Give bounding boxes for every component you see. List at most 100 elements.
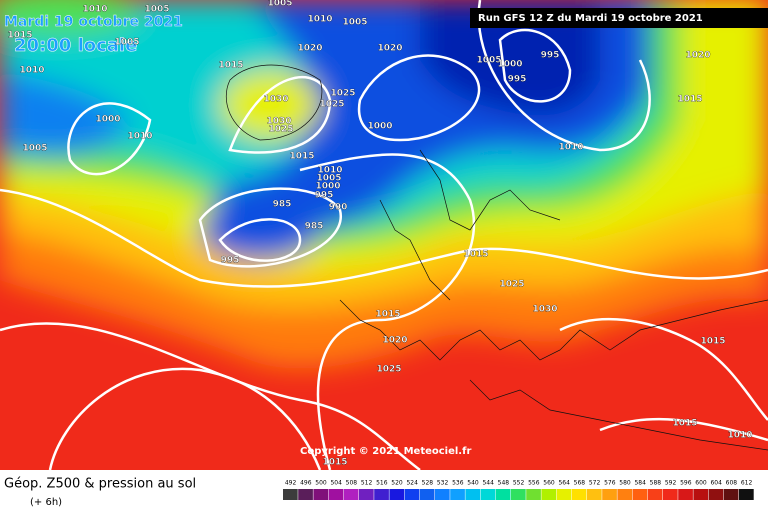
isobar-label: 1010	[19, 66, 44, 76]
isobar-label: 1005	[144, 5, 169, 15]
isobar-label: 985	[305, 222, 324, 232]
scale-swatch	[298, 489, 313, 500]
isobar-label: 1000	[367, 122, 392, 132]
scale-label: 604	[710, 480, 722, 487]
scale-label: 508	[346, 480, 358, 487]
isobar-label: 1005	[22, 144, 47, 154]
scale-label: 552	[513, 480, 525, 487]
scale-swatch	[587, 489, 602, 500]
scale-label: 500	[315, 480, 327, 487]
scale-swatch	[526, 489, 541, 500]
isobar-label: 1010	[127, 132, 152, 142]
scale-label: 536	[452, 480, 464, 487]
isobar-label: 1000	[497, 60, 522, 70]
scale-label: 496	[300, 480, 312, 487]
isobar-label: 1005	[114, 38, 139, 48]
color-scale: 492 496 500 504 508 512 516 520 524 528 532 536 540 5…	[283, 480, 754, 500]
isobar-label: 1020	[297, 44, 322, 54]
isobar-label: 1020	[685, 51, 710, 61]
isobar-label: 1015	[700, 337, 725, 347]
scale-label: 584	[634, 480, 646, 487]
isobar-label: 1015	[218, 61, 243, 71]
isobar-label: 990	[329, 203, 348, 213]
scale-swatch	[556, 489, 572, 500]
isobar-label: 1000	[95, 115, 120, 125]
scale-label: 592	[665, 480, 677, 487]
isobar-label: 995	[541, 51, 560, 61]
scale-swatch	[328, 489, 344, 500]
isobar-label: 1025	[268, 125, 293, 135]
scale-swatch	[389, 489, 405, 500]
scale-swatch	[283, 489, 298, 500]
isobars	[0, 0, 768, 470]
isobar-label: 1010	[307, 15, 332, 25]
scale-swatch	[708, 489, 724, 500]
isobar-label: 1015	[322, 458, 347, 468]
isobar-label: 1005	[316, 174, 341, 184]
isobar-label: 1015	[289, 152, 314, 162]
isobar-label: 1015	[677, 95, 702, 105]
scale-swatch	[419, 489, 435, 500]
coastlines	[226, 64, 768, 451]
time-text: 20:00 locale	[14, 35, 137, 56]
legend-subtitle: (+ 6h)	[30, 497, 62, 508]
scale-label: 492	[285, 480, 297, 487]
scale-label: 548	[498, 480, 510, 487]
isobar-label: 1030	[266, 117, 291, 127]
isobar-label: 1010	[82, 5, 107, 15]
isobar-label: 1025	[376, 365, 401, 375]
scale-label: 504	[330, 480, 342, 487]
date-text: Mardi 19 octobre 2021	[4, 14, 183, 30]
isobar-label: 1010	[727, 431, 752, 441]
scale-swatch	[359, 489, 374, 500]
scale-swatch	[495, 489, 511, 500]
isobar-label: 1025	[319, 100, 344, 110]
isobar-label: 995	[315, 191, 334, 201]
scale-swatch	[739, 489, 754, 500]
scale-swatch	[647, 489, 663, 500]
scale-swatch	[374, 489, 389, 500]
run-banner	[470, 8, 768, 28]
isobar-label: 1020	[382, 336, 407, 346]
scale-label: 516	[376, 480, 388, 487]
scale-swatch	[435, 489, 450, 500]
isobar-label: 985	[273, 200, 292, 210]
isobar-label: 1015	[7, 31, 32, 41]
scale-swatch	[450, 489, 465, 500]
scale-swatch	[313, 489, 329, 500]
isobar-label: 1005	[342, 18, 367, 28]
isobar-label: 1010	[558, 143, 583, 153]
scale-label: 512	[361, 480, 373, 487]
scale-label: 556	[528, 480, 540, 487]
scale-label: 520	[391, 480, 403, 487]
isobar-label: 1030	[263, 95, 288, 105]
run-text: Run GFS 12 Z du Mardi 19 octobre 2021	[478, 13, 703, 24]
map-field	[0, 0, 768, 470]
scale-swatch	[617, 489, 633, 500]
scale-label: 600	[695, 480, 707, 487]
scale-swatch	[602, 489, 617, 500]
isobar-label: 1030	[532, 305, 557, 315]
scale-swatch	[511, 489, 526, 500]
isobar-labels: 1010 1005 1005 1010 1005 1015 1010 1005 1015 1020…	[7, 0, 752, 468]
scale-swatch	[343, 489, 359, 500]
scale-label: 532	[437, 480, 449, 487]
isobar-label: 1025	[499, 280, 524, 290]
isobar-label: 1020	[377, 44, 402, 54]
scale-label: 596	[680, 480, 692, 487]
scale-swatch	[632, 489, 648, 500]
copyright: Copyright © 2021 Meteociel.fr	[300, 446, 471, 457]
scale-swatch	[693, 489, 709, 500]
scale-label: 540	[467, 480, 479, 487]
scale-swatch	[678, 489, 693, 500]
isobar-label: 1005	[476, 56, 501, 66]
isobar-label: 1015	[672, 419, 697, 429]
scale-label: 564	[558, 480, 570, 487]
isobar-label: 1015	[463, 250, 488, 260]
scale-label: 568	[574, 480, 586, 487]
scale-swatch	[480, 489, 496, 500]
scale-label: 528	[422, 480, 434, 487]
scale-label: 572	[589, 480, 601, 487]
isobar-label: 995	[508, 75, 527, 85]
